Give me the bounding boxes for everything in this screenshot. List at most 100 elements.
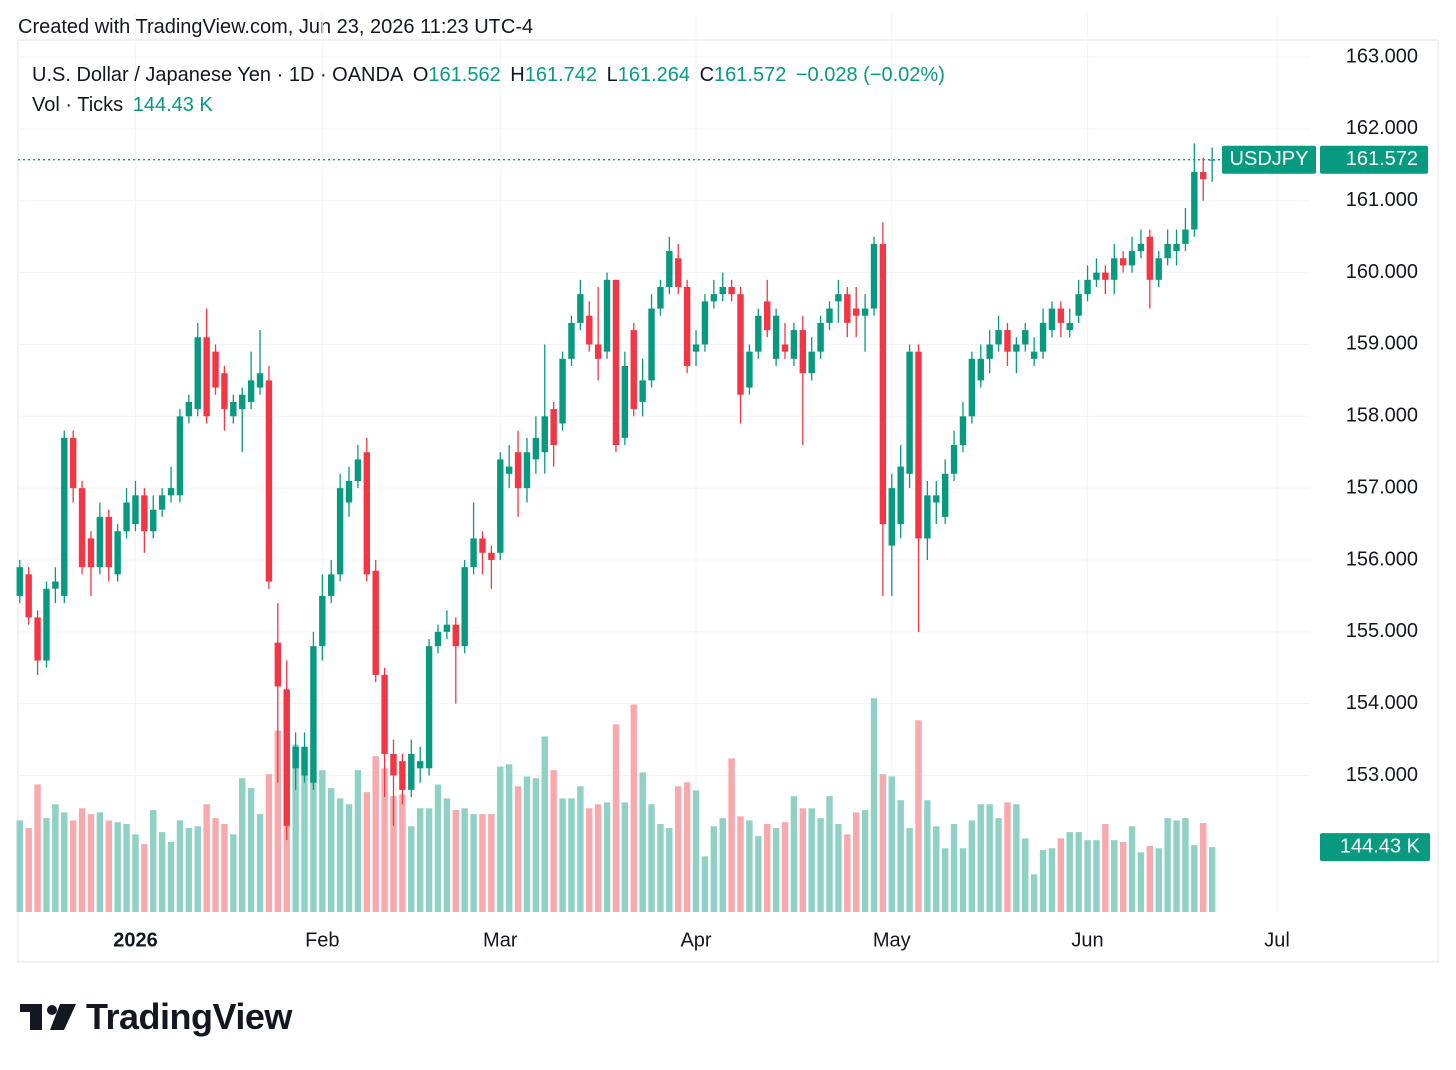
volume-bar bbox=[1128, 826, 1136, 912]
volume-bar bbox=[701, 856, 709, 912]
candle-body bbox=[790, 330, 798, 359]
candle-body bbox=[185, 401, 193, 417]
volume-bar bbox=[381, 768, 388, 912]
volume-bar bbox=[666, 828, 673, 912]
candle-body bbox=[69, 437, 77, 489]
volume-bar bbox=[25, 828, 32, 912]
candle-body bbox=[203, 337, 210, 417]
volume-bar bbox=[826, 796, 833, 912]
volume-bar bbox=[114, 822, 121, 912]
volume-layer bbox=[16, 698, 1216, 912]
candle-layer bbox=[16, 143, 1216, 841]
volume-bar bbox=[906, 828, 913, 912]
candle-body bbox=[61, 437, 68, 596]
candle-body bbox=[497, 459, 504, 553]
volume-bar bbox=[150, 810, 157, 912]
chart-frame bbox=[17, 39, 1439, 963]
candle-body bbox=[292, 746, 299, 769]
created-note: Created with TradingView.com, Jun 23, 20… bbox=[18, 16, 534, 38]
volume-bar bbox=[950, 823, 958, 912]
volume-bar bbox=[772, 828, 780, 912]
volume-bar bbox=[470, 814, 477, 912]
candle-body bbox=[933, 495, 940, 503]
candle-body bbox=[710, 294, 718, 302]
candle-body bbox=[87, 538, 95, 568]
candle-body bbox=[630, 330, 637, 410]
x-tick-label: Apr bbox=[680, 929, 711, 951]
candle-body bbox=[808, 351, 815, 374]
candle-body bbox=[594, 344, 602, 359]
volume-bar bbox=[737, 816, 744, 912]
x-tick-label: Jul bbox=[1264, 929, 1290, 951]
candle-body bbox=[648, 308, 655, 381]
candle-body bbox=[799, 330, 807, 374]
volume-bar bbox=[870, 698, 878, 912]
volume-bar bbox=[1030, 874, 1038, 912]
candle-body bbox=[328, 574, 335, 596]
candle-body bbox=[568, 322, 575, 359]
volume-bar bbox=[933, 826, 940, 912]
volume-bar bbox=[675, 786, 682, 912]
candle-body bbox=[34, 617, 41, 661]
candle-body bbox=[826, 308, 833, 323]
volume-bar bbox=[488, 814, 495, 912]
x-tick-label: Jun bbox=[1071, 929, 1103, 951]
candle-body bbox=[1066, 322, 1073, 331]
volume-bar bbox=[1182, 818, 1189, 912]
volume-bar bbox=[941, 848, 949, 912]
candle-body bbox=[701, 301, 709, 345]
x-tick-label: Feb bbox=[305, 929, 339, 951]
candle-body bbox=[941, 473, 949, 517]
candle-body bbox=[221, 373, 228, 410]
candle-body bbox=[577, 294, 584, 323]
volume-bar bbox=[132, 834, 139, 912]
candle-body bbox=[950, 445, 958, 474]
volume-bar bbox=[301, 750, 308, 912]
volume-bar bbox=[505, 764, 513, 912]
volume-bar bbox=[630, 704, 637, 912]
candle-body bbox=[381, 674, 388, 754]
candle-body bbox=[363, 452, 371, 575]
volume-bar bbox=[532, 778, 540, 912]
candle-body bbox=[781, 344, 789, 352]
y-tick-label: 153.000 bbox=[1346, 764, 1418, 786]
volume-bar bbox=[603, 802, 611, 912]
volume-badge-label: 144.43 K bbox=[1340, 835, 1421, 857]
candle-body bbox=[612, 279, 620, 446]
candle-body bbox=[310, 646, 317, 783]
volume-bar bbox=[372, 756, 379, 912]
volume-bar bbox=[683, 782, 691, 912]
logo-part bbox=[50, 1004, 76, 1030]
candle-body bbox=[43, 588, 50, 661]
candle-body bbox=[532, 437, 540, 460]
volume-bar bbox=[194, 826, 201, 912]
candle-body bbox=[586, 315, 593, 345]
candle-body bbox=[52, 581, 59, 589]
axes-layer: 153.000 154.000 155.000 156.000 157.000 158.0… bbox=[18, 45, 1430, 951]
candle-body bbox=[114, 531, 121, 575]
candle-body bbox=[194, 337, 201, 410]
candle-body bbox=[78, 488, 86, 568]
volume-bar bbox=[292, 744, 299, 912]
candle-body bbox=[1137, 243, 1145, 252]
volume-bar bbox=[1057, 838, 1065, 912]
candle-body bbox=[755, 315, 762, 352]
volume-bar bbox=[328, 788, 335, 912]
candle-body bbox=[852, 308, 860, 316]
volume-bar bbox=[959, 848, 967, 912]
candle-body bbox=[870, 243, 878, 309]
volume-bar bbox=[977, 804, 984, 912]
volume-bar bbox=[399, 794, 406, 912]
price-badge bbox=[1320, 145, 1428, 174]
volume-bar bbox=[835, 823, 842, 912]
volume-bar bbox=[1102, 823, 1109, 912]
candle-body bbox=[559, 358, 566, 424]
candle-body bbox=[158, 495, 166, 510]
candle-body bbox=[915, 351, 922, 539]
ohlc-label: H bbox=[510, 64, 525, 86]
volume-bar bbox=[586, 808, 593, 912]
volume-bar bbox=[16, 820, 23, 912]
candle-body bbox=[141, 495, 148, 532]
volume-bar bbox=[354, 770, 362, 912]
candle-body bbox=[719, 286, 726, 295]
